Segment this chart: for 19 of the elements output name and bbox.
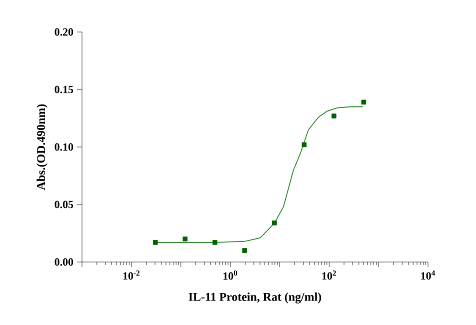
point: [212, 240, 218, 245]
point: [272, 220, 277, 226]
x-axis-title: IL-11 Protein, Rat (ng/ml): [188, 292, 322, 304]
point: [242, 248, 248, 253]
x-tick-label: 10$^{2}$: [322, 270, 336, 280]
x-tick-label: 10$^{-2}$: [123, 270, 140, 280]
point: [152, 240, 158, 245]
y-axis-title: Abs.(OD.490nm): [36, 104, 48, 190]
point: [332, 114, 336, 118]
point: [182, 236, 188, 242]
x-tick-label: 10$^{4}$: [421, 270, 435, 280]
point: [302, 142, 307, 148]
x-tick-label: 10$^{0}$: [224, 270, 238, 280]
y-tick-label: 0.00: [54, 258, 74, 266]
y-tick-label: 0.15: [54, 86, 74, 94]
y-tick-label: 0.05: [54, 200, 74, 208]
y-tick-label: 0.20: [54, 28, 74, 36]
y-tick-label: 0.10: [54, 143, 74, 151]
point: [361, 100, 366, 105]
